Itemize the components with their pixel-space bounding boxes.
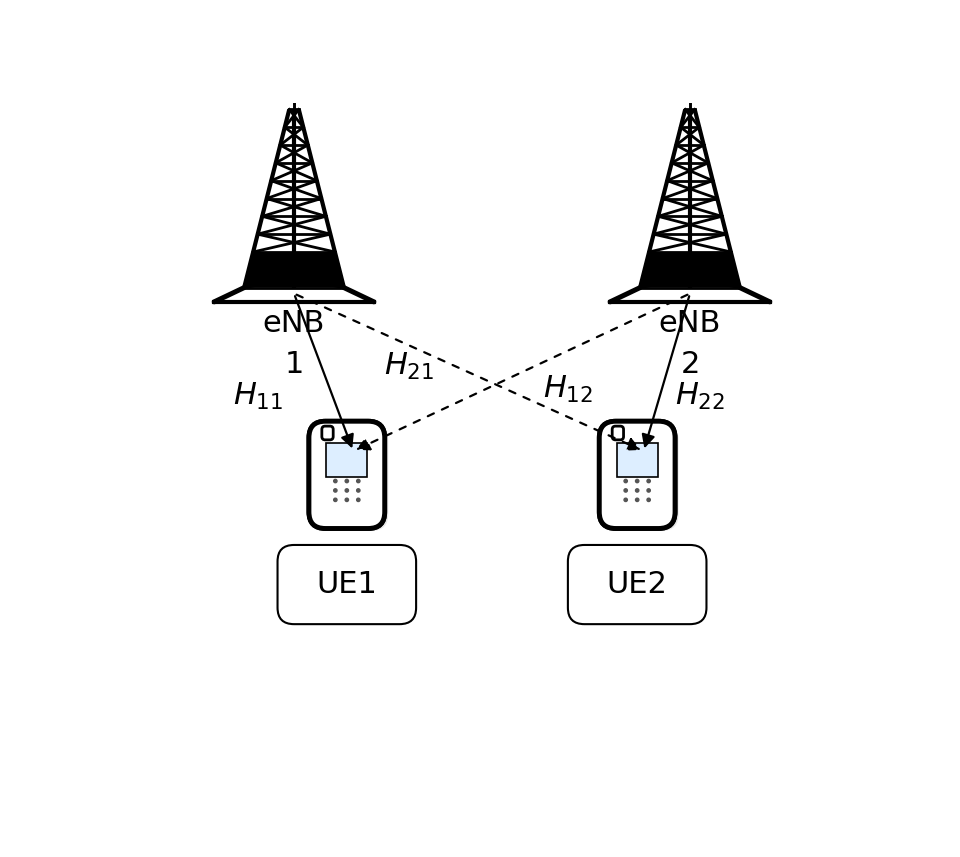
Polygon shape	[244, 252, 344, 288]
FancyBboxPatch shape	[599, 422, 675, 529]
Text: $H_{21}$: $H_{21}$	[384, 351, 435, 382]
FancyBboxPatch shape	[612, 426, 624, 440]
Circle shape	[624, 498, 627, 501]
FancyBboxPatch shape	[616, 443, 658, 476]
Text: $H_{22}$: $H_{22}$	[675, 381, 725, 412]
FancyBboxPatch shape	[309, 422, 385, 529]
Circle shape	[346, 498, 348, 501]
Text: UE2: UE2	[607, 570, 667, 599]
FancyBboxPatch shape	[603, 423, 679, 530]
Text: eNB: eNB	[263, 309, 325, 338]
FancyBboxPatch shape	[322, 426, 333, 440]
Text: 2: 2	[681, 350, 700, 379]
Circle shape	[636, 479, 638, 482]
Circle shape	[357, 479, 360, 482]
FancyBboxPatch shape	[313, 423, 388, 530]
Circle shape	[346, 479, 348, 482]
Text: $H_{12}$: $H_{12}$	[542, 375, 593, 405]
FancyBboxPatch shape	[568, 545, 707, 624]
Text: $H_{11}$: $H_{11}$	[232, 381, 283, 412]
Circle shape	[346, 488, 348, 492]
Circle shape	[647, 488, 650, 492]
Text: 1: 1	[284, 350, 303, 379]
Text: eNB: eNB	[659, 309, 721, 338]
Circle shape	[636, 498, 638, 501]
Text: UE1: UE1	[317, 570, 377, 599]
Circle shape	[334, 498, 337, 501]
Circle shape	[334, 488, 337, 492]
Circle shape	[624, 479, 627, 482]
Circle shape	[647, 498, 650, 501]
Circle shape	[357, 498, 360, 501]
Circle shape	[636, 488, 638, 492]
Circle shape	[647, 479, 650, 482]
FancyBboxPatch shape	[277, 545, 416, 624]
Polygon shape	[640, 252, 740, 288]
FancyBboxPatch shape	[599, 422, 675, 529]
Circle shape	[334, 479, 337, 482]
Circle shape	[624, 488, 627, 492]
FancyBboxPatch shape	[326, 443, 368, 476]
FancyBboxPatch shape	[309, 422, 385, 529]
Circle shape	[357, 488, 360, 492]
